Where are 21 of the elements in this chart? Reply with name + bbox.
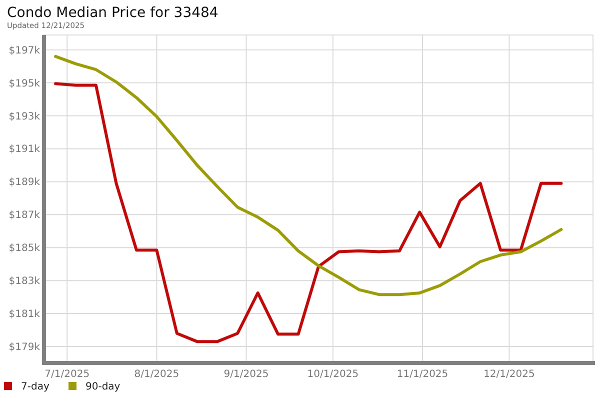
legend-label: 7-day xyxy=(21,382,50,392)
line-series xyxy=(54,54,563,296)
y-tick-label: $195k xyxy=(8,78,40,90)
y-tick-label: $179k xyxy=(8,342,40,354)
x-tick-label: 11/1/2025 xyxy=(396,369,448,380)
x-tick-label: 10/1/2025 xyxy=(307,369,359,380)
y-tick-label: $183k xyxy=(8,276,40,288)
y-tick-label: $193k xyxy=(8,111,40,122)
x-tick-label: 8/1/2025 xyxy=(134,369,180,380)
y-tick-label: $187k xyxy=(8,210,40,222)
x-tick-label: 12/1/2025 xyxy=(484,369,535,380)
legend-label: 90-day xyxy=(86,382,120,392)
line-series xyxy=(54,82,563,344)
x-tick-label: 9/1/2025 xyxy=(224,369,269,380)
y-tick-label: $197k xyxy=(8,45,40,56)
x-tick-label: 7/1/2025 xyxy=(44,369,90,380)
chart-title: Condo Median Price for 33484 xyxy=(7,5,218,21)
y-tick-label: $185k xyxy=(8,243,40,254)
y-tick-label: $191k xyxy=(8,144,40,156)
y-tick-label: $181k xyxy=(8,309,40,320)
y-tick-label: $189k xyxy=(8,177,40,188)
